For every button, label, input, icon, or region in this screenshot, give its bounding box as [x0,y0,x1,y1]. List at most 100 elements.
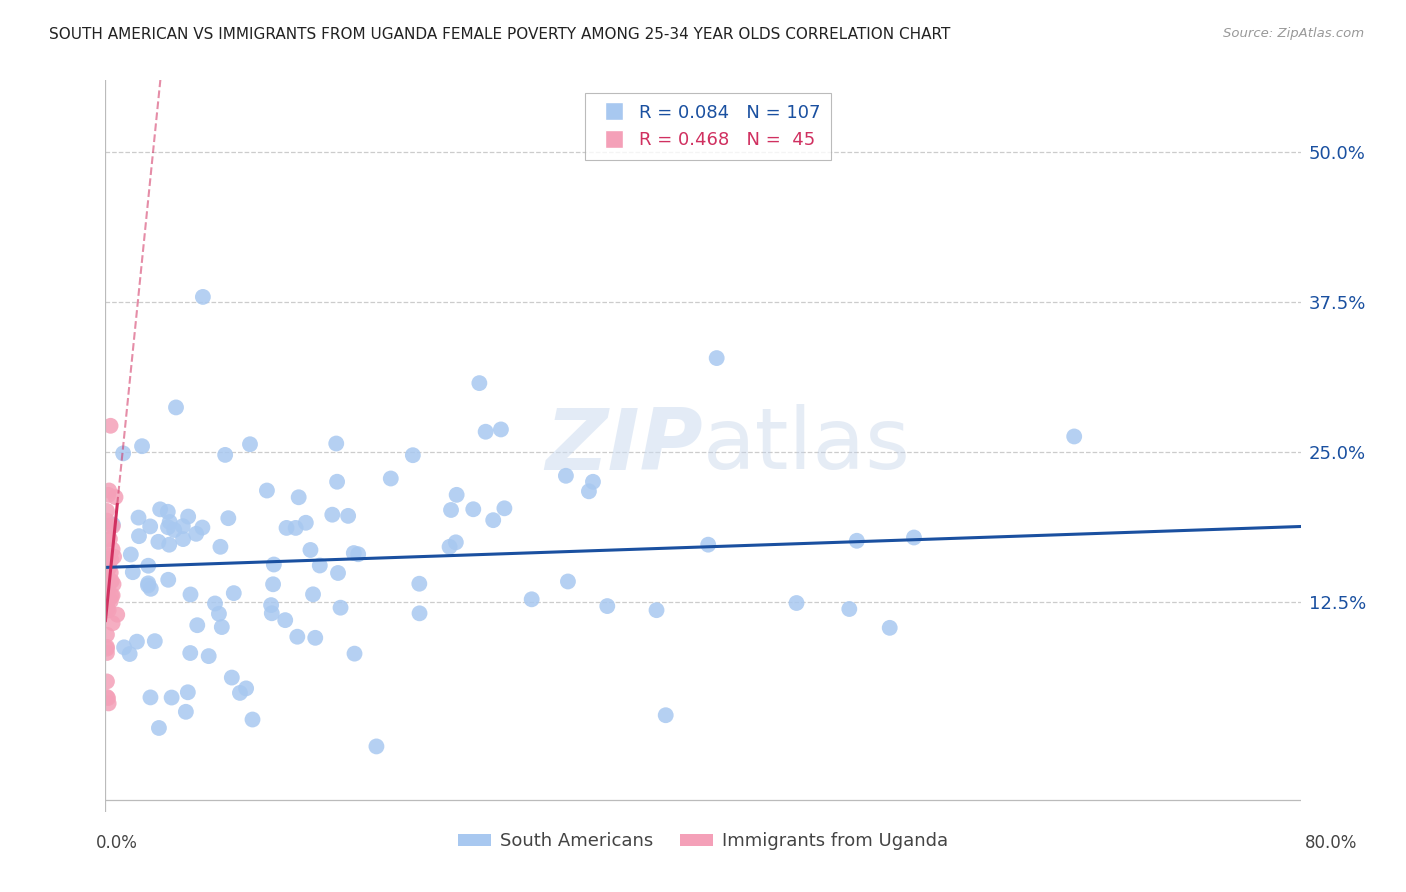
Point [520,592,543,607]
Point [96,568,118,582]
Point [101,588,124,602]
Point [96,690,118,704]
Point [96,599,118,614]
Point [96,569,118,583]
Text: SOUTH AMERICAN VS IMMIGRANTS FROM UGANDA FEMALE POVERTY AMONG 25-34 YEAR OLDS CO: SOUTH AMERICAN VS IMMIGRANTS FROM UGANDA… [49,27,950,42]
Point [706,351,728,365]
Point [96,552,118,566]
Point [157,520,180,534]
Point [204,597,226,611]
Point [156,505,179,519]
Point [596,599,619,613]
Point [98,483,121,498]
Point [96,571,118,585]
Point [139,690,162,705]
Point [444,535,467,549]
Point [326,566,349,580]
Point [136,576,159,591]
Point [262,577,284,591]
Point [149,502,172,516]
Point [468,376,491,391]
Point [329,600,352,615]
Point [136,578,159,592]
Point [256,483,278,498]
Point [242,713,264,727]
Point [366,739,388,754]
Point [326,475,349,489]
Point [697,538,720,552]
Point [191,520,214,534]
Point [105,607,128,622]
Point [148,721,170,735]
Point [845,533,868,548]
Point [112,446,135,460]
Point [97,603,120,617]
Point [101,517,124,532]
Point [136,558,159,573]
Point [221,671,243,685]
Point [186,618,208,632]
Point [239,437,262,451]
Point [160,690,183,705]
Point [131,439,153,453]
Point [343,647,366,661]
Point [654,708,676,723]
Point [98,549,121,563]
Point [337,508,360,523]
Point [101,616,124,631]
Point [143,634,166,648]
Point [578,484,600,499]
Point [299,543,322,558]
Point [165,401,187,415]
Point [96,582,118,596]
Point [157,573,180,587]
Point [96,646,118,660]
Point [235,681,257,696]
Point [177,509,200,524]
Point [260,607,283,621]
Point [104,490,127,504]
Point [98,532,121,546]
Point [101,542,124,557]
Point [100,552,122,566]
Point [557,574,579,589]
Point [274,613,297,627]
Point [1063,429,1085,443]
Point [645,603,668,617]
Point [96,601,118,615]
Point [103,577,125,591]
Point [101,519,124,533]
Point [208,607,231,621]
Text: atlas: atlas [703,404,911,488]
Point [96,572,118,586]
Point [103,549,125,564]
Point [172,519,194,533]
Point [96,504,118,518]
Point [903,531,925,545]
Point [440,503,463,517]
Point [163,523,186,537]
Point [98,560,121,574]
Point [786,596,808,610]
Point [177,685,200,699]
Point [139,519,162,533]
Point [100,574,122,588]
Point [211,620,233,634]
Point [408,607,430,621]
Point [98,592,121,607]
Legend: South Americans, Immigrants from Uganda: South Americans, Immigrants from Uganda [451,825,955,857]
Point [408,576,430,591]
Point [96,519,118,533]
Point [97,697,120,711]
Point [148,534,170,549]
Point [308,558,330,573]
Point [402,448,425,462]
Point [121,565,143,579]
Point [97,488,120,502]
Point [197,649,219,664]
Point [229,686,252,700]
Point [100,589,122,603]
Point [186,526,208,541]
Point [582,475,605,489]
Point [276,521,298,535]
